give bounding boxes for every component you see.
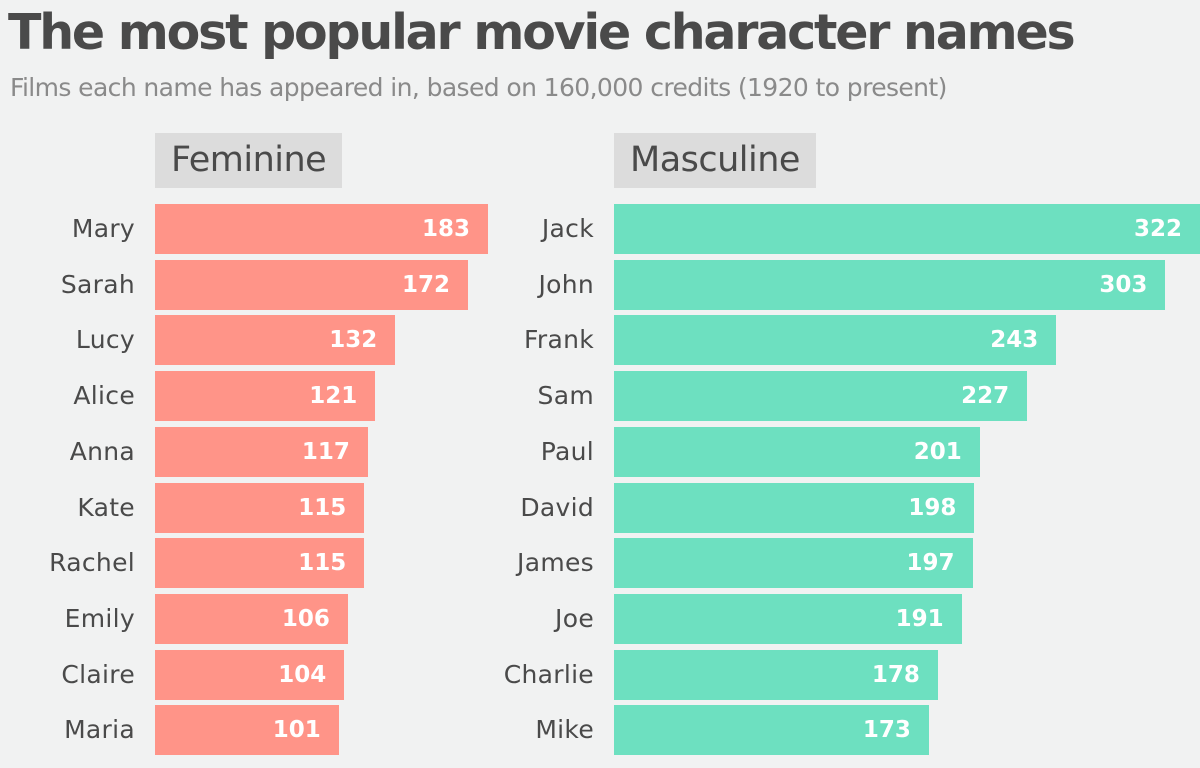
category-label: Lucy	[75, 325, 135, 355]
data-label: 322	[1133, 216, 1182, 242]
data-label: 198	[908, 494, 957, 521]
data-label: 101	[272, 717, 321, 744]
bar-row-lucy: Lucy 132	[0, 312, 1200, 368]
bar-row-sarah: Sarah 172	[0, 257, 1200, 313]
bar: 227	[614, 371, 1028, 422]
data-label: 201	[913, 438, 962, 465]
data-label: 197	[906, 550, 955, 577]
data-label: 106	[281, 605, 330, 632]
category-label: Claire	[61, 659, 135, 689]
bar-row-alice: Alice 121	[0, 368, 1200, 424]
bar-row-david: David 198	[0, 480, 1200, 536]
bar-row-frank: Frank 243	[0, 312, 1200, 368]
data-label: 121	[309, 383, 358, 410]
bar: 183	[155, 204, 489, 254]
bar: 101	[155, 705, 339, 756]
bar: 104	[155, 649, 345, 700]
bar-row-joe: Joe 191	[0, 591, 1200, 647]
chart-subtitle: Films each name has appeared in, based o…	[10, 73, 947, 102]
bar-row-maria: Maria 101	[0, 702, 1200, 758]
bar: 178	[614, 649, 938, 700]
chart-title: The most popular movie character names	[8, 4, 1076, 61]
category-label: Kate	[77, 492, 135, 522]
data-label: 115	[298, 550, 347, 577]
bar-row-anna: Anna 117	[0, 424, 1200, 480]
bar: 172	[155, 259, 469, 310]
category-label: Sarah	[60, 269, 135, 299]
bar-row-claire: Claire 104	[0, 647, 1200, 703]
feminine-panel-header: Feminine	[155, 133, 343, 188]
bar-row-sam: Sam 227	[0, 368, 1200, 424]
bar: 197	[614, 538, 973, 589]
category-label: Charlie	[503, 659, 594, 689]
bar-row-rachel: Rachel 115	[0, 535, 1200, 591]
category-label: Emily	[64, 603, 135, 633]
bar: 117	[155, 426, 368, 477]
bar: 132	[155, 315, 396, 366]
category-label: Mike	[535, 715, 594, 745]
data-label: 178	[871, 661, 920, 688]
data-label: 115	[298, 494, 347, 521]
category-label: Rachel	[49, 548, 135, 578]
category-label: Anna	[69, 436, 135, 466]
data-label: 172	[402, 271, 451, 298]
category-label: Frank	[524, 325, 594, 355]
data-label: 183	[422, 216, 471, 242]
bar-row-emily: Emily 106	[0, 591, 1200, 647]
data-label: 173	[862, 717, 911, 744]
bar: 115	[155, 538, 365, 589]
bar: 191	[614, 593, 962, 644]
data-label: 303	[1099, 271, 1148, 298]
masculine-panel-header: Masculine	[614, 133, 816, 188]
bar: 173	[614, 705, 929, 756]
bar-row-paul: Paul 201	[0, 424, 1200, 480]
data-label: 191	[895, 605, 944, 632]
category-label: David	[520, 492, 594, 522]
category-label: Paul	[540, 436, 594, 466]
data-label: 117	[301, 438, 350, 465]
bar-row-james: James 197	[0, 535, 1200, 591]
category-label: Maria	[64, 715, 135, 745]
category-label: Joe	[555, 603, 594, 633]
data-label: 104	[278, 661, 327, 688]
bar: 243	[614, 315, 1057, 366]
category-label: Alice	[73, 381, 135, 411]
category-label: Jack	[541, 214, 594, 243]
data-label: 227	[961, 383, 1010, 410]
bar-row-john: John 303	[0, 257, 1200, 313]
bar: 121	[155, 371, 376, 422]
bar: 198	[614, 482, 975, 533]
category-label: James	[517, 548, 594, 578]
bar: 106	[155, 593, 348, 644]
category-label: Sam	[537, 381, 594, 411]
bar: 303	[614, 259, 1166, 310]
bar: 322	[614, 204, 1200, 254]
data-label: 132	[329, 327, 378, 354]
data-label: 243	[990, 327, 1039, 354]
category-label: John	[538, 269, 594, 299]
bar: 115	[155, 482, 365, 533]
bar-row-charlie: Charlie 178	[0, 647, 1200, 703]
bar: 201	[614, 426, 980, 477]
bar-row-mike: Mike 173	[0, 702, 1200, 758]
bar-row-kate: Kate 115	[0, 480, 1200, 536]
category-label: Mary	[71, 214, 135, 243]
bar-row-mary: Mary 183	[0, 201, 1200, 257]
bar-row-jack: Jack 322	[0, 201, 1200, 257]
